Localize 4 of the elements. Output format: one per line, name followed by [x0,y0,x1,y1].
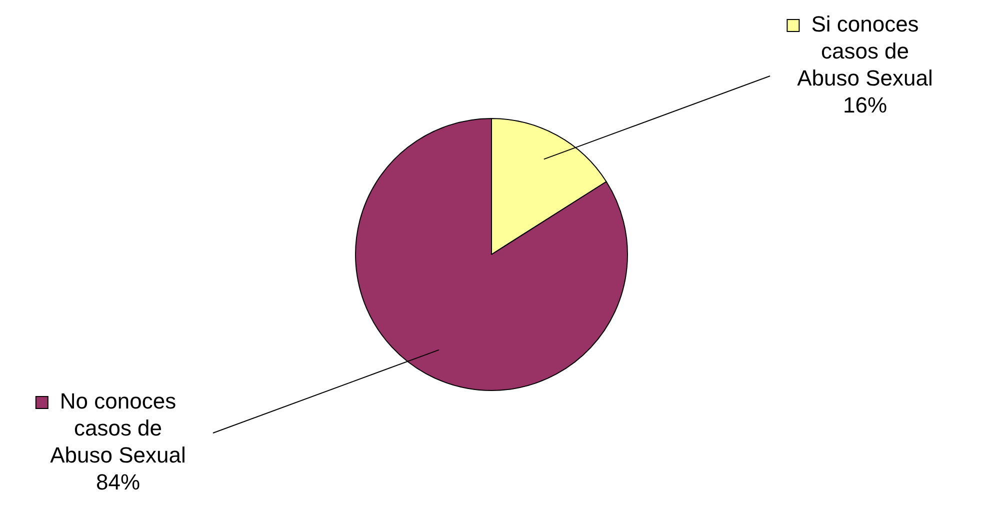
legend-label: Si conoces casos de Abuso Sexual [797,12,933,91]
data-label: 84% [96,470,140,495]
data-label: 16% [842,92,888,118]
legend-label: No conoces casos de Abuso Sexual [50,388,186,468]
